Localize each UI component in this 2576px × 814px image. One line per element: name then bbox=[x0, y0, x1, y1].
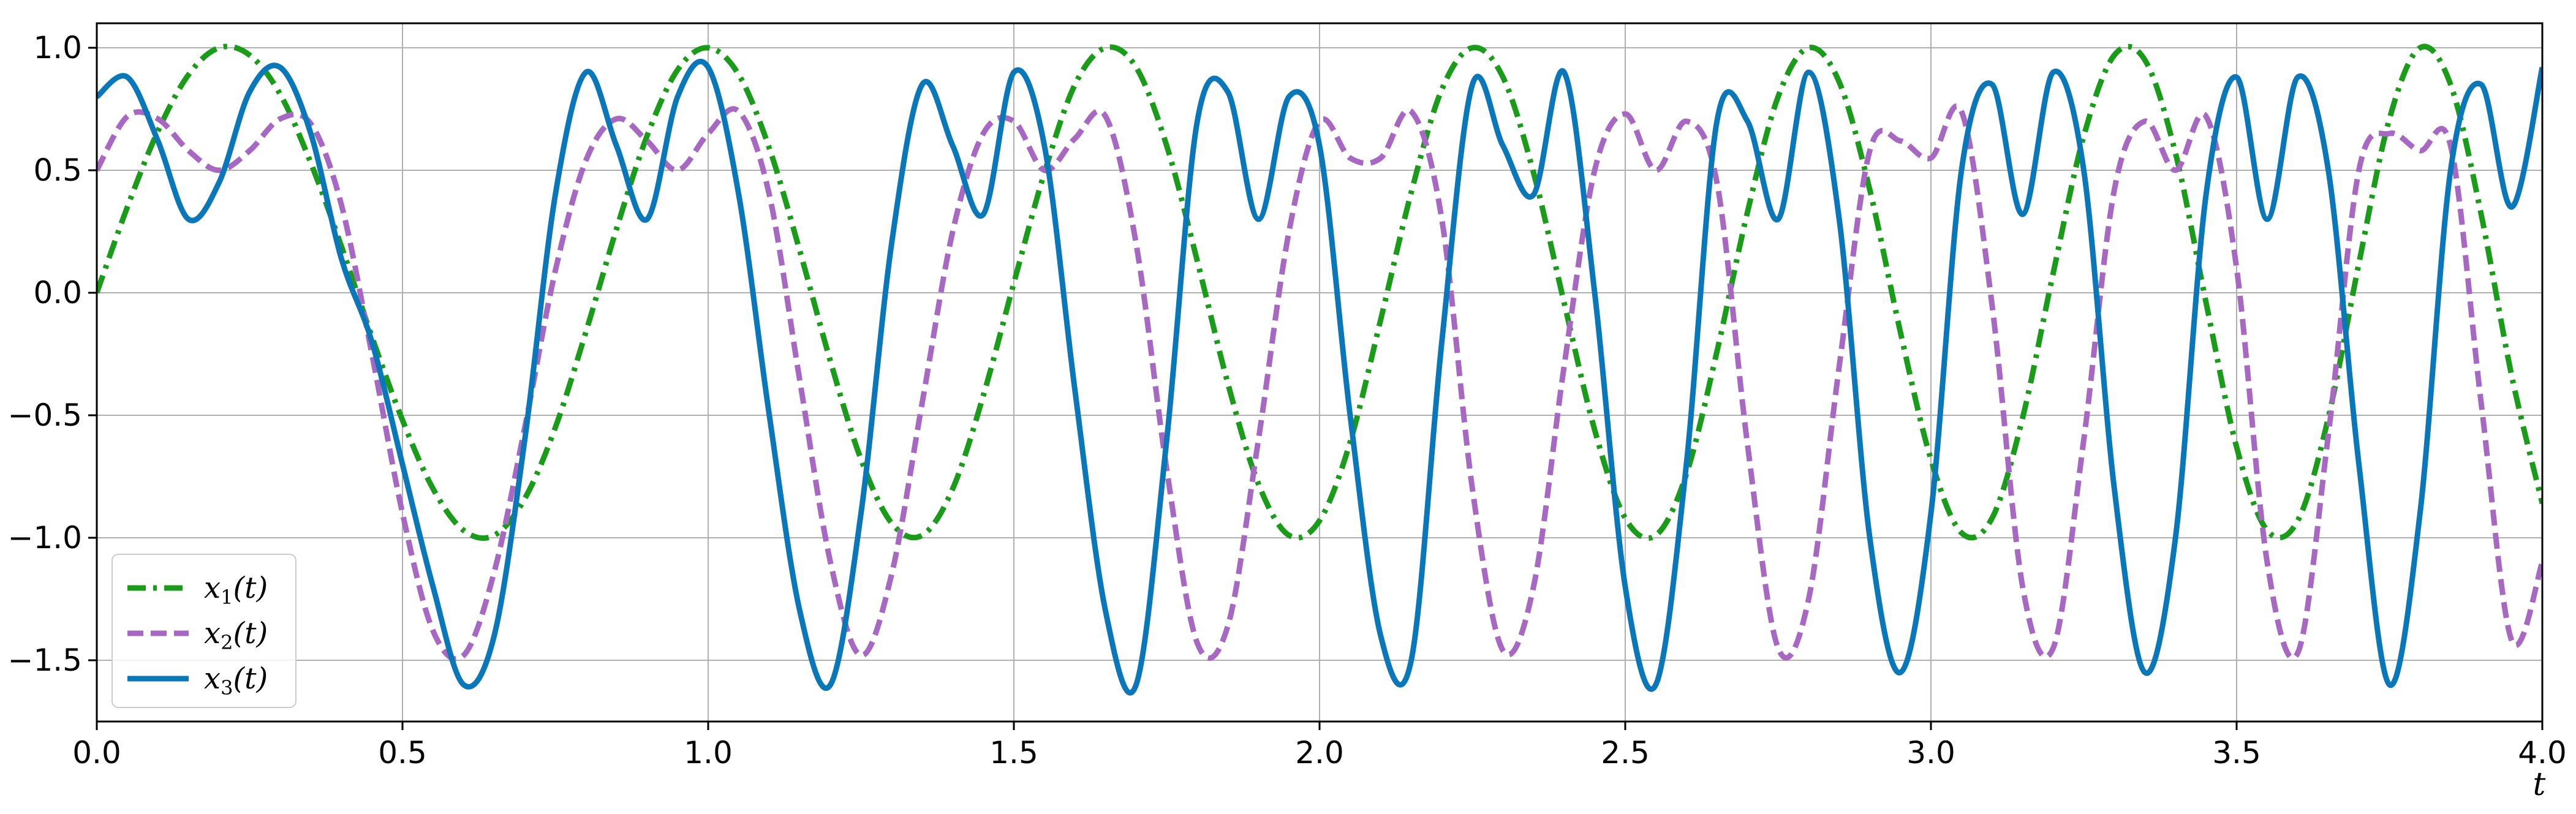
legend: x1(t)x2(t)x3(t) bbox=[111, 554, 297, 708]
series-layer bbox=[97, 43, 2542, 696]
legend-label-tail: (t) bbox=[233, 661, 268, 696]
legend-label-x1: x1(t) bbox=[204, 571, 268, 609]
y-tick-label: 0.5 bbox=[33, 153, 82, 188]
legend-label-tail: (t) bbox=[233, 616, 268, 650]
x-tick-label: 4.0 bbox=[2518, 735, 2567, 771]
x-tick-label: 1.5 bbox=[989, 735, 1038, 771]
y-tick-label: 0.0 bbox=[33, 275, 82, 311]
legend-box bbox=[111, 554, 297, 708]
x-tick-label: 3.5 bbox=[2212, 735, 2261, 771]
legend-label-x2: x2(t) bbox=[204, 616, 268, 654]
legend-label-tail: (t) bbox=[233, 571, 268, 605]
x-tick-label: 3.0 bbox=[1906, 735, 1955, 771]
legend-label-base: x bbox=[204, 616, 221, 650]
tick-layer: 0.0 0.5 1.0 1.5 2.0 2.5 3.0 3.5 4.0 1.0 0.5 0.0 −0.5… bbox=[8, 30, 2567, 771]
legend-label-base: x bbox=[204, 571, 221, 605]
y-tick-label: −1.0 bbox=[8, 520, 82, 556]
legend-label-x3: x3(t) bbox=[204, 661, 268, 699]
legend-label-base: x bbox=[204, 661, 221, 696]
series-line-x2 bbox=[97, 103, 2542, 662]
y-tick-label: −1.5 bbox=[8, 643, 82, 678]
x-tick-label: 2.0 bbox=[1295, 735, 1344, 771]
legend-label-subscript: 2 bbox=[221, 631, 233, 654]
y-tick-label: 1.0 bbox=[33, 30, 82, 66]
legend-label-subscript: 1 bbox=[221, 586, 233, 609]
x-tick-label: 0.0 bbox=[72, 735, 121, 771]
series-line-x3 bbox=[97, 59, 2542, 696]
x-tick-label: 2.5 bbox=[1601, 735, 1650, 771]
y-tick-label: −0.5 bbox=[8, 398, 82, 433]
x-tick-label: 0.5 bbox=[378, 735, 427, 771]
legend-label-subscript: 3 bbox=[221, 676, 233, 699]
x-axis-label: t bbox=[2533, 766, 2546, 803]
x-tick-label: 1.0 bbox=[684, 735, 733, 771]
